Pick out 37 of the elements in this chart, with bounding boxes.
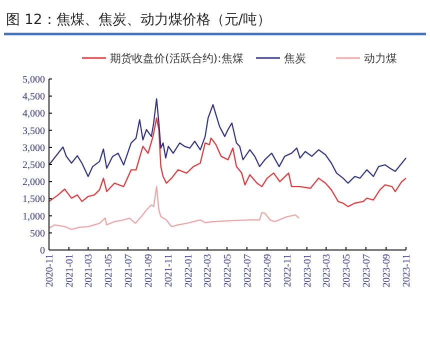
legend-label: 期货收盘价(活跃合约):焦煤 <box>110 52 244 65</box>
x-tick-label: 2021-07 <box>123 254 134 288</box>
x-tick-label: 2023-01 <box>302 254 314 288</box>
line-series <box>48 117 407 208</box>
y-tick-label: 4,500 <box>22 92 45 103</box>
x-tick-label: 2023-05 <box>342 254 353 288</box>
x-tick-label: 2022-11 <box>282 254 294 287</box>
line-series <box>48 98 407 184</box>
x-tick-label: 2022-05 <box>222 254 234 288</box>
y-tick-label: 0 <box>40 246 45 256</box>
y-tick-label: 3,000 <box>22 142 45 154</box>
y-tick-label: 1,500 <box>22 194 45 206</box>
y-tick-label: 3,500 <box>22 126 45 137</box>
x-tick-label: 2023-03 <box>322 254 333 288</box>
y-tick-label: 2,000 <box>22 177 45 188</box>
y-tick-label: 500 <box>30 228 45 240</box>
x-tick-label: 2022-07 <box>242 254 254 288</box>
x-tick-label: 2021-05 <box>104 254 115 288</box>
y-tick-label: 4,000 <box>22 108 45 120</box>
x-tick-label: 2021-09 <box>144 254 155 288</box>
line-series <box>48 186 300 230</box>
x-tick-label: 2021-03 <box>84 254 95 288</box>
x-tick-label: 2021-01 <box>64 254 76 288</box>
x-tick-label: 2023-07 <box>361 254 372 288</box>
chart-title: 图 12：焦煤、焦炭、动力煤价格（元/吨） <box>6 12 271 28</box>
y-tick-label: 2,500 <box>22 160 45 171</box>
x-tick-label: 2022-09 <box>262 254 274 288</box>
legend-label: 动力煤 <box>364 52 397 65</box>
y-tick-label: 5,000 <box>22 74 45 86</box>
x-tick-label: 2021-11 <box>164 254 174 287</box>
x-tick-label: 2022-01 <box>183 254 194 288</box>
y-tick-label: 1,000 <box>22 211 45 222</box>
x-tick-label: 2023-09 <box>382 254 393 288</box>
x-tick-label: 2023-11 <box>402 254 412 287</box>
x-tick-label: 2022-03 <box>202 254 214 288</box>
legend-label: 焦炭 <box>284 52 306 65</box>
x-tick-label: 2020-11 <box>44 254 56 287</box>
